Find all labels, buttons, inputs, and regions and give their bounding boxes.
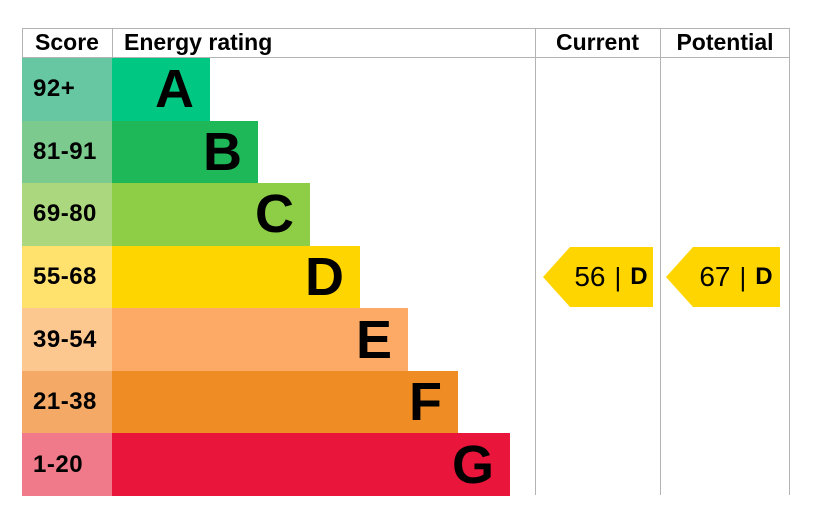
potential-rating-value: 67 [699, 261, 731, 292]
current-column-header: Current [555, 29, 640, 55]
table-left-border [22, 28, 23, 57]
rating-bar-f: F [112, 370, 458, 434]
potential-rating-separator: | [739, 261, 747, 292]
rating-bar-e: E [112, 308, 408, 371]
rating-bar-g: G [112, 433, 510, 497]
rating-row-e: 39-54 E [22, 308, 790, 371]
rating-bar-d: D [112, 245, 360, 309]
header-row: Score Energy rating Current Potential [22, 28, 790, 57]
energy-rating-column-header: Energy rating [124, 29, 273, 55]
rating-row-c: 69-80 C [22, 183, 790, 246]
potential-rating-arrow: 67 | D [666, 247, 780, 307]
score-column-divider [112, 28, 113, 57]
score-column-header: Score [35, 29, 99, 55]
rating-row-a: 92+ A [22, 58, 790, 121]
rating-bar-a: A [112, 58, 210, 121]
current-rating-arrow: 56 | D [543, 247, 653, 307]
current-rating-value: 56 [574, 261, 606, 292]
epc-body: 92+ A 81-91 B 69-80 C 55-68 D 39-54 E 21-38 F 1-20 G [22, 58, 790, 497]
potential-column-divider [660, 28, 661, 495]
current-column-divider [535, 28, 536, 495]
score-cell-c: 69-80 [22, 183, 112, 246]
current-rating-letter: D [630, 263, 648, 290]
current-rating-separator: | [614, 261, 622, 292]
table-top-border [22, 28, 790, 29]
rating-bar-b: B [112, 120, 258, 184]
score-cell-e: 39-54 [22, 308, 112, 371]
epc-table: Score Energy rating Current Potential 92… [22, 28, 790, 497]
score-cell-b: 81-91 [22, 120, 112, 184]
header-bottom-border [22, 57, 790, 58]
score-cell-d: 55-68 [22, 245, 112, 309]
score-cell-g: 1-20 [22, 433, 112, 497]
score-cell-f: 21-38 [22, 370, 112, 434]
rating-row-d: 55-68 D [22, 245, 790, 309]
table-right-border [789, 28, 790, 495]
score-cell-a: 92+ [22, 58, 112, 121]
potential-rating-letter: D [755, 263, 773, 290]
rating-bar-c: C [112, 183, 310, 246]
rating-row-b: 81-91 B [22, 120, 790, 184]
rating-row-g: 1-20 G [22, 433, 790, 497]
potential-column-header: Potential [676, 29, 774, 55]
rating-row-f: 21-38 F [22, 370, 790, 434]
